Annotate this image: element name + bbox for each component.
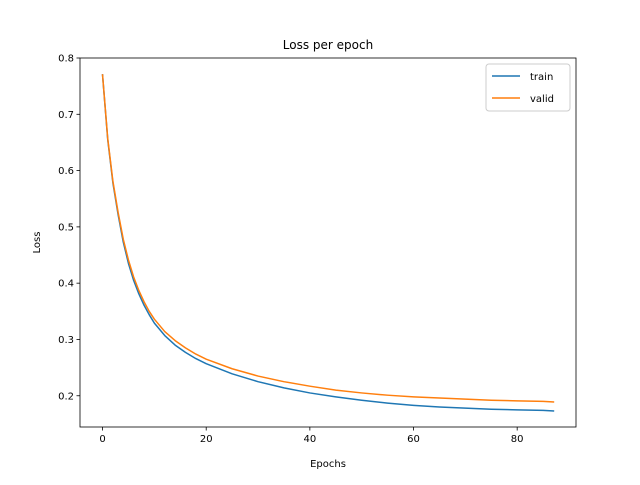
- y-tick-label: 0.5: [58, 222, 74, 233]
- y-tick-label: 0.3: [58, 335, 74, 346]
- x-axis-label: Epochs: [310, 459, 346, 470]
- y-tick-label: 0.4: [58, 279, 74, 290]
- x-axis: 0 20 40 60 80: [99, 427, 524, 445]
- series-line-train: [101, 74, 555, 412]
- x-tick-label: 20: [200, 434, 213, 445]
- plot-area: [101, 74, 555, 412]
- chart-title: Loss per epoch: [283, 38, 373, 52]
- y-tick-label: 0.6: [58, 166, 74, 177]
- series-line-valid: [101, 74, 555, 403]
- y-tick-label: 0.8: [58, 54, 74, 65]
- axes-frame: [79, 57, 577, 428]
- legend-box: [485, 63, 571, 112]
- x-tick-label: 80: [511, 434, 524, 445]
- legend-label-valid: valid: [530, 94, 554, 105]
- y-axis: 0.2 0.3 0.4 0.5 0.6 0.7 0.8: [58, 54, 80, 402]
- x-tick-label: 0: [99, 434, 105, 445]
- x-tick-label: 60: [407, 434, 420, 445]
- legend-label-train: train: [530, 72, 553, 83]
- y-axis-label: Loss: [32, 232, 43, 254]
- x-tick-label: 40: [303, 434, 316, 445]
- y-tick-label: 0.7: [58, 110, 74, 121]
- legend: train valid: [485, 63, 571, 112]
- y-tick-label: 0.2: [58, 391, 74, 402]
